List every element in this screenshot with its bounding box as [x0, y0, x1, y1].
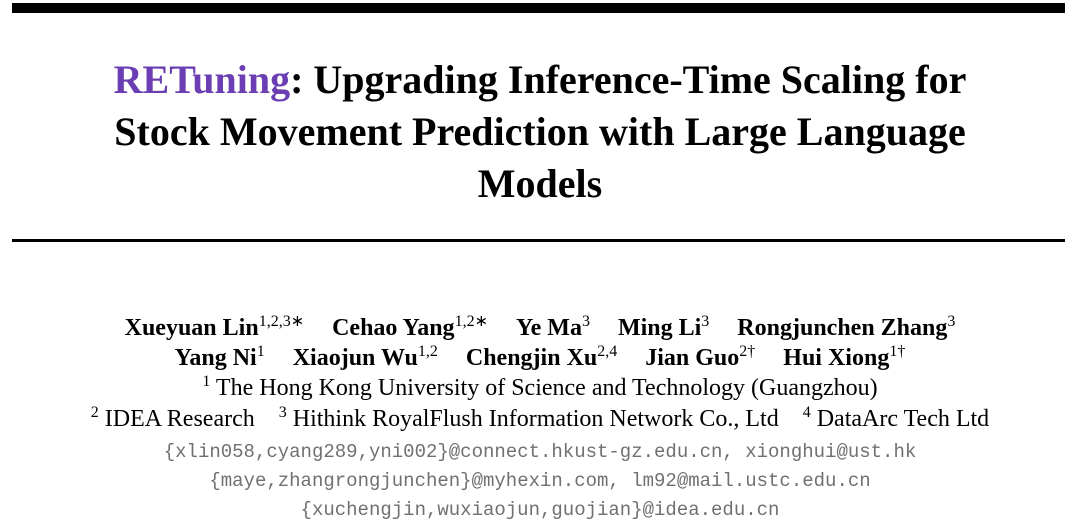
affil-name: The Hong Kong University of Science and … — [215, 375, 878, 401]
author-name: Hui Xiong — [783, 345, 890, 371]
affiliations: 1 The Hong Kong University of Science an… — [0, 373, 1080, 435]
author-affil: 1,2 — [417, 343, 438, 360]
affil-line: 2 IDEA Research 3 Hithink RoyalFlush Info… — [0, 404, 1080, 435]
author-name: Chengjin Xu — [465, 345, 598, 371]
affil-name: IDEA Research — [104, 406, 255, 432]
author: Jian Guo2† — [645, 343, 756, 372]
author-affil: 1 — [889, 343, 898, 360]
author: Xueyuan Lin1,2,3∗ — [124, 313, 305, 342]
title-line: Models — [0, 158, 1080, 210]
email-line: {maye,zhangrongjunchen}@myhexin.com, lm9… — [209, 470, 871, 492]
author: Yang Ni1 — [174, 343, 265, 372]
author-name: Cehao Yang — [332, 315, 455, 341]
author-affil: 2,4 — [597, 343, 618, 360]
author: Ming Li3 — [617, 313, 710, 342]
affiliation: 2 IDEA Research — [90, 404, 255, 433]
author-mark: † — [747, 343, 756, 360]
author-affil: 3 — [947, 313, 956, 330]
title-text: : Upgrading Inference-Time Scaling for — [290, 57, 967, 102]
author-mark: ∗ — [290, 313, 305, 330]
author: Xiaojun Wu1,2 — [292, 343, 438, 372]
author-affil: 1 — [256, 343, 265, 360]
author-name: Xiaojun Wu — [292, 345, 418, 371]
author: Ye Ma3 — [515, 313, 590, 342]
author-affil: 3 — [701, 313, 710, 330]
author-line: Xueyuan Lin1,2,3∗ Cehao Yang1,2∗ Ye Ma3 Min… — [0, 313, 1080, 343]
author-name: Rongjunchen Zhang — [737, 315, 948, 341]
email-line: {xuchengjin,wuxiaojun,guojian}@idea.edu.… — [300, 499, 780, 521]
author-affil: 2 — [739, 343, 748, 360]
title-text: Stock Movement Prediction with Large Lan… — [114, 109, 966, 154]
author-name: Jian Guo — [645, 345, 740, 371]
affiliation: 4 DataArc Tech Ltd — [802, 404, 990, 433]
authors: Xueyuan Lin1,2,3∗ Cehao Yang1,2∗ Ye Ma3 Min… — [0, 313, 1080, 373]
email-line: {xlin058,cyang289,yni002}@connect.hkust-… — [163, 441, 917, 463]
affil-line: 1 The Hong Kong University of Science an… — [0, 373, 1080, 404]
author-line: Yang Ni1 Xiaojun Wu1,2 Chengjin Xu2,4 Jian … — [0, 343, 1080, 373]
author-name: Ye Ma — [515, 315, 582, 341]
title-line: RETuning: Upgrading Inference-Time Scali… — [0, 54, 1080, 106]
affil-name: Hithink RoyalFlush Information Network C… — [292, 406, 779, 432]
bottom-rule — [12, 239, 1065, 242]
author-affil: 1,2,3 — [258, 313, 291, 330]
title-highlight: RETuning — [113, 57, 291, 102]
author: Cehao Yang1,2∗ — [332, 313, 488, 342]
author-mark: † — [897, 343, 906, 360]
author-name: Yang Ni — [174, 345, 257, 371]
author-name: Ming Li — [617, 315, 702, 341]
author-name: Xueyuan Lin — [124, 315, 259, 341]
emails: {xlin058,cyang289,yni002}@connect.hkust-… — [0, 438, 1080, 525]
author: Hui Xiong1† — [783, 343, 906, 372]
affil-num: 1 — [202, 373, 211, 390]
title: RETuning: Upgrading Inference-Time Scali… — [0, 54, 1080, 210]
author: Rongjunchen Zhang3 — [737, 313, 956, 342]
author: Chengjin Xu2,4 — [465, 343, 618, 372]
top-rule — [12, 3, 1065, 13]
affil-num: 4 — [802, 404, 811, 421]
author-affil: 3 — [581, 313, 590, 330]
author-mark: ∗ — [474, 313, 488, 330]
author-affil: 1,2 — [454, 313, 475, 330]
affiliation: 3 Hithink RoyalFlush Information Network… — [278, 404, 779, 433]
affil-num: 3 — [278, 404, 287, 421]
title-line: Stock Movement Prediction with Large Lan… — [0, 106, 1080, 158]
affil-num: 2 — [90, 404, 99, 421]
affiliation: 1 The Hong Kong University of Science an… — [202, 373, 878, 402]
affil-name: DataArc Tech Ltd — [816, 406, 990, 432]
title-text: Models — [477, 161, 603, 206]
